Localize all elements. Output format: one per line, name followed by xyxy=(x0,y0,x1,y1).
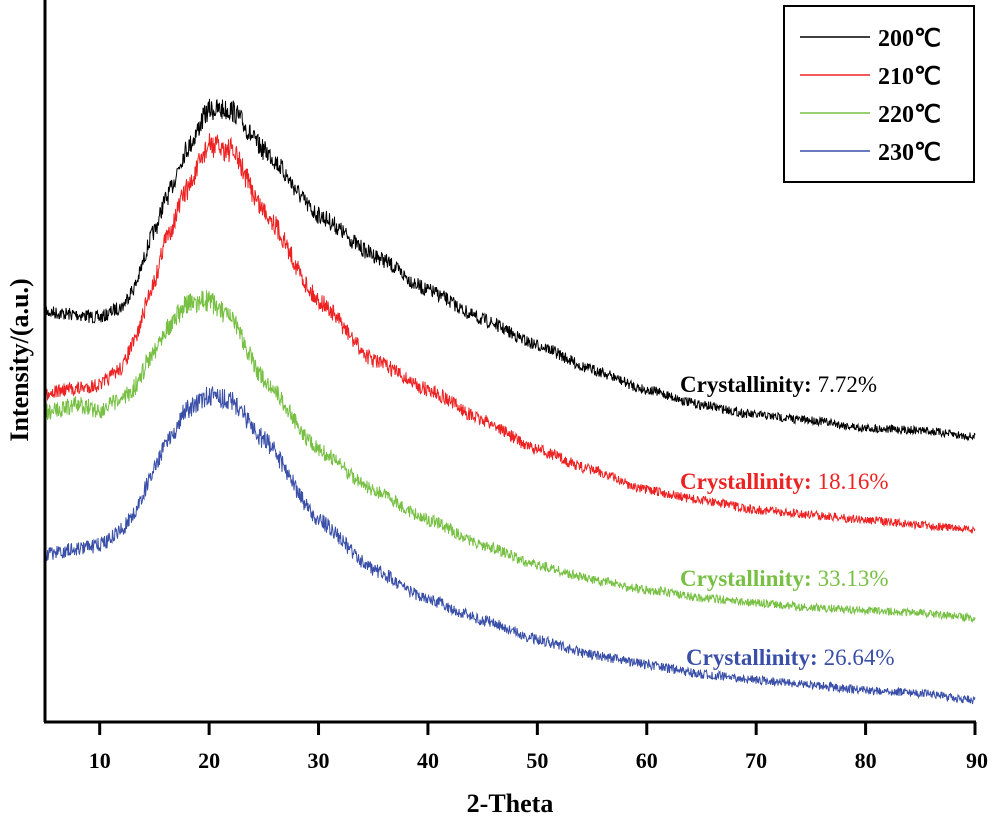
crystallinity-value: 26.64% xyxy=(824,645,895,670)
x-tick-label: 50 xyxy=(526,748,548,773)
series-line-1 xyxy=(44,133,976,534)
crystallinity-annotations: Crystallinity: 7.72%Crystallinity: 18.16%C… xyxy=(680,372,895,670)
x-ticks: 10 20 30 40 50 60 70 80 90 xyxy=(89,722,988,773)
crystallinity-value: 33.13% xyxy=(818,566,889,591)
legend-box xyxy=(783,5,975,183)
x-tick-label: 30 xyxy=(308,748,330,773)
crystallinity-annotation: Crystallinity: 18.16% xyxy=(680,469,889,494)
y-axis-title: Intensity/(a.u.) xyxy=(5,278,34,441)
legend-label: 210℃ xyxy=(878,64,941,90)
crystallinity-value: 7.72% xyxy=(818,372,877,397)
x-tick-label: 40 xyxy=(417,748,439,773)
x-tick-label: 20 xyxy=(198,748,220,773)
series-line-3 xyxy=(44,386,976,705)
legend-label: 230℃ xyxy=(878,140,941,166)
legend-label: 220℃ xyxy=(878,102,941,128)
series-line-0 xyxy=(44,98,976,442)
crystallinity-label: Crystallinity: xyxy=(686,645,818,670)
crystallinity-label: Crystallinity: xyxy=(680,469,812,494)
legend: 200℃ 210℃ 220℃ 230℃ xyxy=(783,5,975,183)
legend-label: 200℃ xyxy=(878,26,941,52)
x-tick-label: 70 xyxy=(745,748,767,773)
x-tick-label: 60 xyxy=(636,748,658,773)
x-tick-label: 10 xyxy=(89,748,111,773)
series-line-2 xyxy=(44,290,976,624)
x-axis-title: 2-Theta xyxy=(467,789,554,818)
crystallinity-value: 18.16% xyxy=(818,469,889,494)
crystallinity-annotation: Crystallinity: 26.64% xyxy=(686,645,895,670)
plot-area xyxy=(44,98,976,705)
crystallinity-label: Crystallinity: xyxy=(680,372,812,397)
x-tick-label: 80 xyxy=(855,748,877,773)
crystallinity-annotation: Crystallinity: 33.13% xyxy=(680,566,889,591)
crystallinity-annotation: Crystallinity: 7.72% xyxy=(680,372,877,397)
x-tick-label: 90 xyxy=(966,748,988,773)
crystallinity-label: Crystallinity: xyxy=(680,566,812,591)
